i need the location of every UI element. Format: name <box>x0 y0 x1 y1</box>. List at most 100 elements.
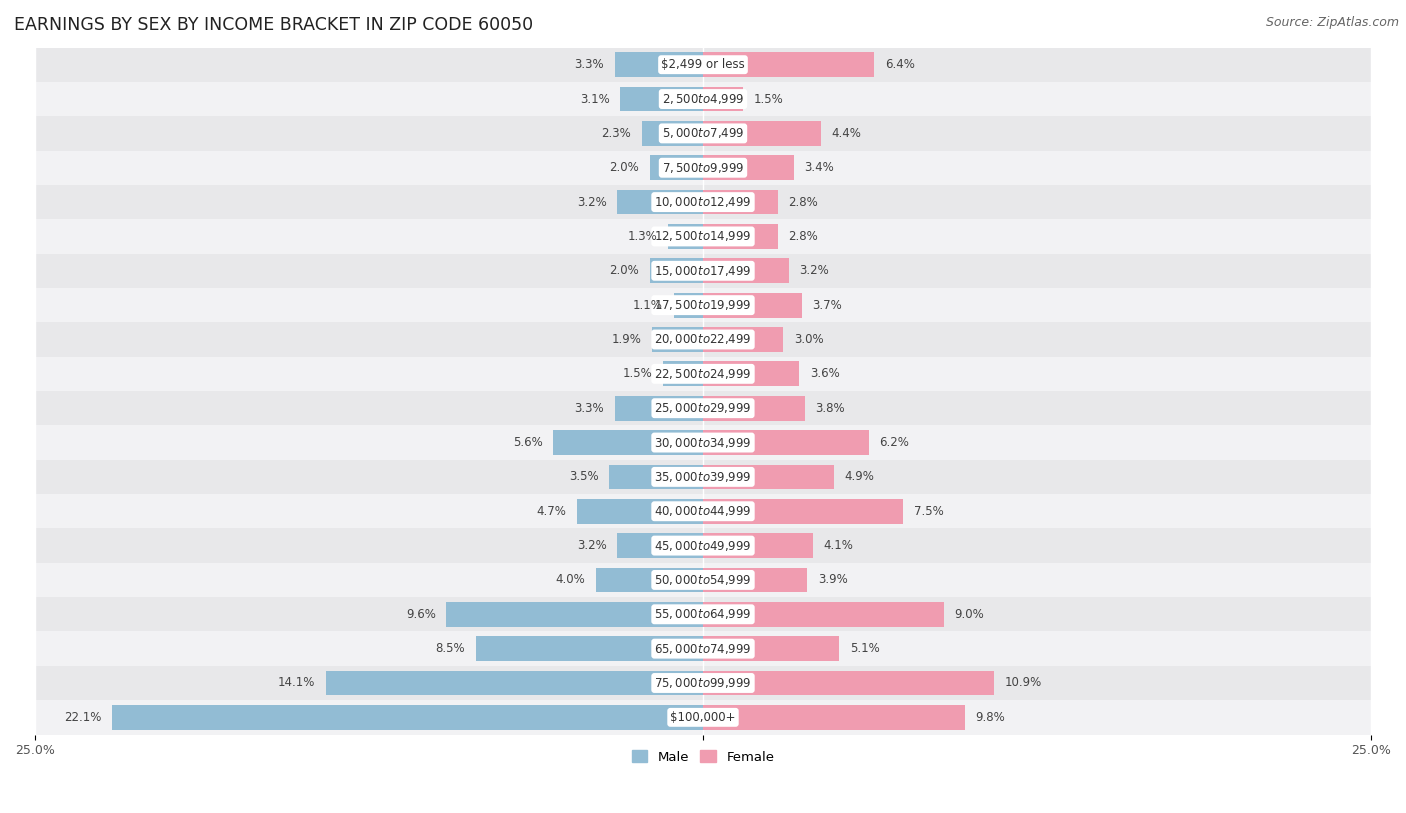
Text: $25,000 to $29,999: $25,000 to $29,999 <box>654 401 752 415</box>
Bar <box>650 259 703 283</box>
Text: 6.4%: 6.4% <box>884 59 914 72</box>
Bar <box>703 259 789 283</box>
Text: $55,000 to $64,999: $55,000 to $64,999 <box>654 607 752 621</box>
Text: 3.1%: 3.1% <box>579 93 609 106</box>
Bar <box>703 87 744 111</box>
Bar <box>35 288 1371 322</box>
Bar <box>35 666 1371 700</box>
Bar <box>35 459 1371 494</box>
Text: $17,500 to $19,999: $17,500 to $19,999 <box>654 298 752 312</box>
Text: 3.2%: 3.2% <box>576 539 607 552</box>
Text: $5,000 to $7,499: $5,000 to $7,499 <box>662 126 744 141</box>
Text: Source: ZipAtlas.com: Source: ZipAtlas.com <box>1265 16 1399 29</box>
Text: $45,000 to $49,999: $45,000 to $49,999 <box>654 538 752 553</box>
Bar <box>35 254 1371 288</box>
Bar <box>554 430 703 455</box>
Text: $7,500 to $9,999: $7,500 to $9,999 <box>662 161 744 175</box>
Bar <box>609 464 703 489</box>
Bar <box>112 705 703 730</box>
Text: 3.8%: 3.8% <box>815 402 845 415</box>
Bar <box>35 150 1371 185</box>
Bar <box>703 499 904 524</box>
Bar <box>35 494 1371 528</box>
Bar <box>650 155 703 180</box>
Bar <box>475 637 703 661</box>
Bar <box>35 563 1371 597</box>
Bar <box>703 121 821 146</box>
Bar <box>703 464 834 489</box>
Bar <box>703 430 869 455</box>
Text: 3.3%: 3.3% <box>575 59 605 72</box>
Text: 7.5%: 7.5% <box>914 505 943 518</box>
Bar <box>662 362 703 386</box>
Text: 2.8%: 2.8% <box>789 230 818 243</box>
Bar <box>703 567 807 593</box>
Bar <box>578 499 703 524</box>
Text: $75,000 to $99,999: $75,000 to $99,999 <box>654 676 752 690</box>
Bar <box>614 396 703 420</box>
Bar <box>35 528 1371 563</box>
Text: 2.0%: 2.0% <box>609 161 638 174</box>
Text: 5.1%: 5.1% <box>851 642 880 655</box>
Bar <box>703 396 804 420</box>
Text: $2,499 or less: $2,499 or less <box>661 59 745 72</box>
Text: 9.8%: 9.8% <box>976 711 1005 724</box>
Text: $35,000 to $39,999: $35,000 to $39,999 <box>654 470 752 484</box>
Text: $20,000 to $22,499: $20,000 to $22,499 <box>654 333 752 346</box>
Text: EARNINGS BY SEX BY INCOME BRACKET IN ZIP CODE 60050: EARNINGS BY SEX BY INCOME BRACKET IN ZIP… <box>14 16 533 34</box>
Text: 2.8%: 2.8% <box>789 196 818 209</box>
Legend: Male, Female: Male, Female <box>626 746 780 769</box>
Bar <box>35 82 1371 116</box>
Text: 3.0%: 3.0% <box>794 333 824 346</box>
Text: 1.9%: 1.9% <box>612 333 641 346</box>
Bar <box>641 121 703 146</box>
Text: 2.3%: 2.3% <box>602 127 631 140</box>
Text: $50,000 to $54,999: $50,000 to $54,999 <box>654 573 752 587</box>
Bar <box>35 632 1371 666</box>
Text: 3.2%: 3.2% <box>799 264 830 277</box>
Text: 4.7%: 4.7% <box>537 505 567 518</box>
Bar <box>703 189 778 215</box>
Text: 3.5%: 3.5% <box>569 471 599 484</box>
Text: 9.0%: 9.0% <box>955 608 984 621</box>
Bar <box>35 391 1371 425</box>
Bar <box>620 87 703 111</box>
Bar <box>703 602 943 627</box>
Bar <box>35 185 1371 220</box>
Bar <box>703 327 783 352</box>
Text: $15,000 to $17,499: $15,000 to $17,499 <box>654 263 752 278</box>
Bar <box>35 116 1371 150</box>
Bar <box>617 533 703 558</box>
Text: 6.2%: 6.2% <box>879 436 910 449</box>
Bar <box>703 705 965 730</box>
Bar <box>703 293 801 318</box>
Bar <box>596 567 703 593</box>
Bar <box>35 220 1371 254</box>
Text: 3.6%: 3.6% <box>810 367 839 380</box>
Text: 1.1%: 1.1% <box>633 298 662 311</box>
Bar <box>652 327 703 352</box>
Text: 1.5%: 1.5% <box>754 93 783 106</box>
Bar <box>703 224 778 249</box>
Text: $2,500 to $4,999: $2,500 to $4,999 <box>662 92 744 106</box>
Text: 1.5%: 1.5% <box>623 367 652 380</box>
Bar <box>668 224 703 249</box>
Text: $22,500 to $24,999: $22,500 to $24,999 <box>654 367 752 380</box>
Text: 14.1%: 14.1% <box>278 676 315 689</box>
Text: 4.9%: 4.9% <box>845 471 875 484</box>
Bar <box>35 322 1371 357</box>
Bar <box>35 357 1371 391</box>
Text: 10.9%: 10.9% <box>1005 676 1042 689</box>
Bar <box>35 425 1371 459</box>
Text: $10,000 to $12,499: $10,000 to $12,499 <box>654 195 752 209</box>
Text: $100,000+: $100,000+ <box>671 711 735 724</box>
Bar <box>703 671 994 695</box>
Text: 3.3%: 3.3% <box>575 402 605 415</box>
Bar <box>617 189 703 215</box>
Text: 3.4%: 3.4% <box>804 161 834 174</box>
Bar <box>703 52 875 77</box>
Text: $30,000 to $34,999: $30,000 to $34,999 <box>654 436 752 450</box>
Bar <box>447 602 703 627</box>
Text: 3.9%: 3.9% <box>818 573 848 586</box>
Bar <box>703 362 799 386</box>
